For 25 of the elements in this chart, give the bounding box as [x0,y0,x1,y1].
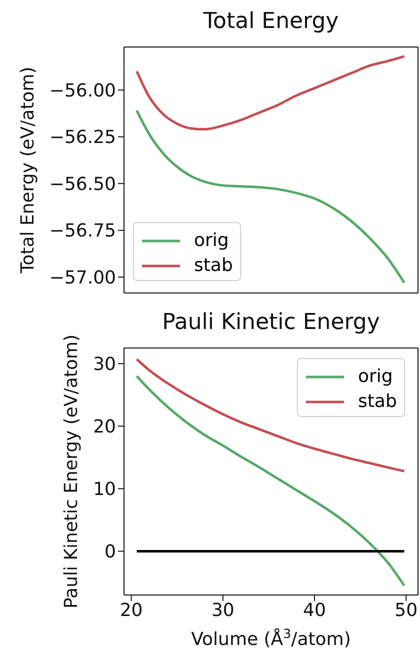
y-tick-label: 30 [93,354,116,376]
chart-title: Total Energy [202,9,340,34]
y-tick-label: 0 [104,542,116,563]
line-series [136,109,406,284]
x-tick-label: 30 [211,600,234,621]
x-tick-label: 20 [120,600,143,621]
x-tick-label: 50 [394,600,418,621]
y-tick-label: 10 [93,479,116,500]
y-tick-label: −56.00 [49,80,116,102]
legend-label: stab [358,391,397,412]
chart-title: Pauli Kinetic Energy [161,310,381,335]
line-series [136,55,406,131]
x-axis-title: Volume (Å$^{3}$/atom) [191,626,351,650]
y-tick-label: 20 [93,416,116,438]
legend-label: stab [194,255,233,276]
y-tick-label: −56.25 [49,127,116,148]
y-tick-label: −57.00 [49,267,116,288]
x-tick-label: 40 [303,600,326,621]
y-axis-title: Pauli Kinetic Energy (eV/atom) [60,334,82,609]
y-axis-title: Total Energy (eV/atom) [16,66,38,274]
line-series [136,358,406,472]
legend-label: orig [358,366,393,387]
legend-label: orig [194,230,229,251]
y-tick-label: −56.75 [49,220,116,242]
y-tick-label: −56.50 [49,174,116,195]
